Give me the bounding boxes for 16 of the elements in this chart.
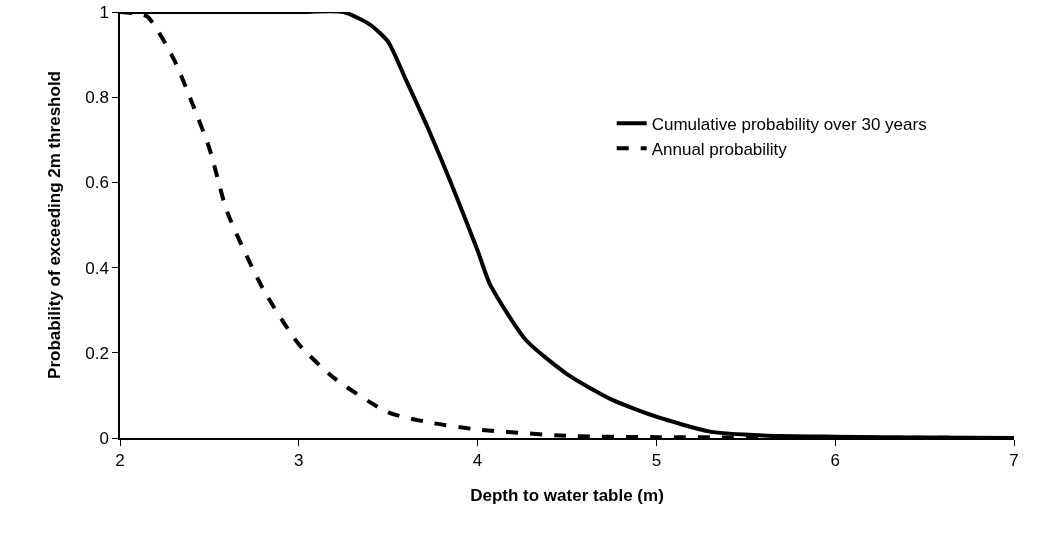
x-tick-label: 5: [651, 451, 662, 471]
x-axis-title: Depth to water table (m): [470, 486, 664, 506]
x-tick-label: 3: [294, 451, 304, 471]
y-tick-label: 0.8: [85, 88, 109, 108]
x-tick-label: 7: [1009, 451, 1019, 471]
y-tick-label: 0.4: [85, 258, 109, 278]
legend-label: Cumulative probability over 30 years: [651, 114, 927, 134]
x-tick-label: 2: [115, 451, 125, 471]
y-tick-label: 0.6: [85, 173, 109, 193]
x-tick-label: 4: [472, 451, 483, 471]
y-tick-label: 1: [99, 2, 109, 22]
y-axis-title: Probability of exceeding 2m threshold: [45, 71, 65, 379]
y-tick-label: 0.2: [85, 343, 109, 363]
legend-label: Annual probability: [651, 140, 788, 159]
x-tick-label: 6: [830, 451, 840, 471]
y-tick-label: 0: [99, 428, 109, 448]
